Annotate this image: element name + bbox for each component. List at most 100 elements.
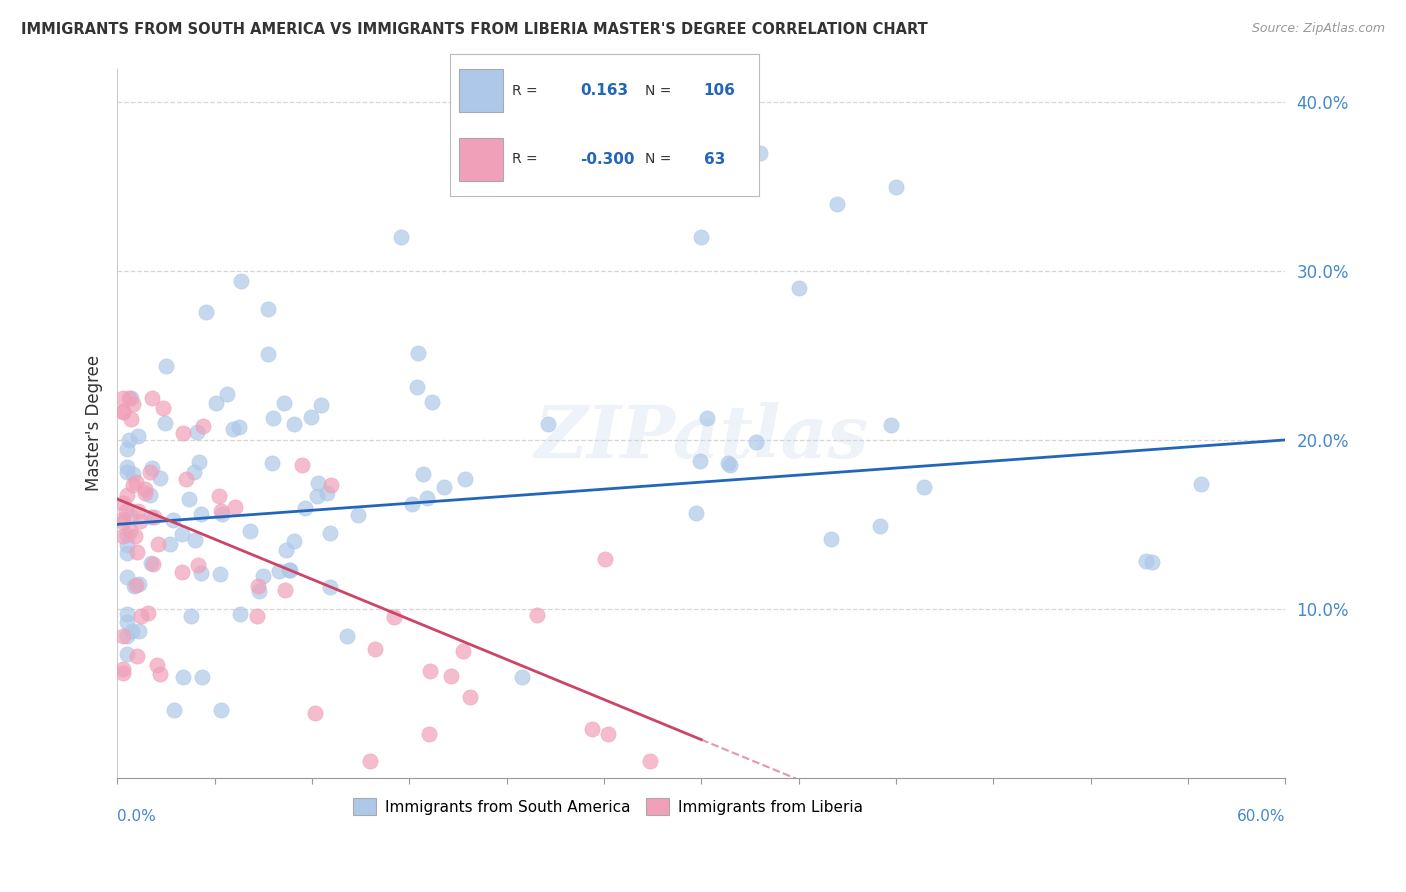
- Y-axis label: Master's Degree: Master's Degree: [86, 355, 103, 491]
- Point: [228, 420, 250, 434]
- Text: R =: R =: [512, 153, 537, 166]
- Text: 63: 63: [703, 152, 725, 167]
- Point: [159, 537, 181, 551]
- Point: [191, 418, 214, 433]
- Point: [869, 519, 891, 533]
- Point: [280, 563, 302, 577]
- Point: [307, 489, 329, 503]
- Point: [190, 507, 212, 521]
- Point: [186, 425, 208, 439]
- Point: [229, 274, 252, 288]
- Point: [827, 196, 849, 211]
- Point: [748, 145, 770, 160]
- Point: [406, 346, 429, 360]
- Point: [120, 391, 142, 405]
- Point: [114, 504, 136, 518]
- Point: [124, 529, 146, 543]
- Point: [267, 564, 290, 578]
- Legend: Immigrants from South America, Immigrants from Liberia: Immigrants from South America, Immigrant…: [347, 792, 869, 821]
- Point: [422, 395, 444, 409]
- Point: [138, 488, 160, 502]
- Point: [177, 492, 200, 507]
- Point: [252, 569, 274, 583]
- Point: [125, 545, 148, 559]
- Point: [190, 566, 212, 580]
- Point: [142, 557, 165, 571]
- Point: [595, 551, 617, 566]
- Point: [912, 480, 935, 494]
- Point: [187, 558, 209, 572]
- FancyBboxPatch shape: [460, 70, 502, 112]
- Point: [141, 509, 163, 524]
- Point: [191, 670, 214, 684]
- Point: [596, 727, 619, 741]
- Point: [112, 515, 135, 529]
- Point: [689, 454, 711, 468]
- Point: [118, 433, 141, 447]
- Point: [115, 465, 138, 479]
- Point: [115, 570, 138, 584]
- Point: [125, 648, 148, 663]
- Point: [141, 461, 163, 475]
- Point: [347, 508, 370, 523]
- Point: [112, 496, 135, 510]
- Point: [651, 129, 673, 144]
- Point: [122, 579, 145, 593]
- Point: [194, 305, 217, 319]
- Point: [129, 514, 152, 528]
- Point: [134, 482, 156, 496]
- Point: [139, 465, 162, 479]
- Point: [256, 301, 278, 316]
- Point: [152, 401, 174, 415]
- Point: [209, 504, 232, 518]
- Point: [115, 528, 138, 542]
- Text: 106: 106: [703, 83, 735, 98]
- Point: [121, 624, 143, 639]
- Point: [115, 442, 138, 457]
- Point: [283, 533, 305, 548]
- Point: [122, 478, 145, 492]
- Point: [172, 425, 194, 440]
- Point: [311, 398, 333, 412]
- FancyBboxPatch shape: [460, 137, 502, 180]
- Point: [454, 472, 477, 486]
- Point: [239, 524, 262, 538]
- Point: [127, 503, 149, 517]
- Text: ZIPatlas: ZIPatlas: [534, 401, 869, 473]
- Point: [224, 500, 246, 514]
- Point: [134, 486, 156, 500]
- Point: [246, 609, 269, 624]
- Point: [148, 537, 170, 551]
- Point: [581, 722, 603, 736]
- Point: [211, 507, 233, 521]
- Point: [112, 404, 135, 418]
- Point: [112, 666, 135, 681]
- Point: [162, 513, 184, 527]
- Point: [884, 179, 907, 194]
- Point: [205, 395, 228, 409]
- Point: [418, 727, 440, 741]
- Point: [745, 434, 768, 449]
- Point: [451, 644, 474, 658]
- Point: [294, 501, 316, 516]
- Point: [155, 359, 177, 373]
- Point: [208, 489, 231, 503]
- Point: [787, 281, 810, 295]
- Point: [229, 607, 252, 621]
- Point: [163, 703, 186, 717]
- Point: [155, 416, 177, 430]
- Point: [717, 456, 740, 470]
- Text: IMMIGRANTS FROM SOUTH AMERICA VS IMMIGRANTS FROM LIBERIA MASTER'S DEGREE CORRELA: IMMIGRANTS FROM SOUTH AMERICA VS IMMIGRA…: [21, 22, 928, 37]
- Point: [118, 391, 141, 405]
- Point: [433, 480, 456, 494]
- Point: [115, 629, 138, 643]
- Point: [124, 578, 146, 592]
- Point: [405, 380, 427, 394]
- Point: [336, 629, 359, 643]
- Text: 0.0%: 0.0%: [117, 809, 156, 824]
- Point: [510, 670, 533, 684]
- Point: [112, 404, 135, 418]
- Point: [262, 411, 284, 425]
- Point: [401, 497, 423, 511]
- Point: [128, 624, 150, 638]
